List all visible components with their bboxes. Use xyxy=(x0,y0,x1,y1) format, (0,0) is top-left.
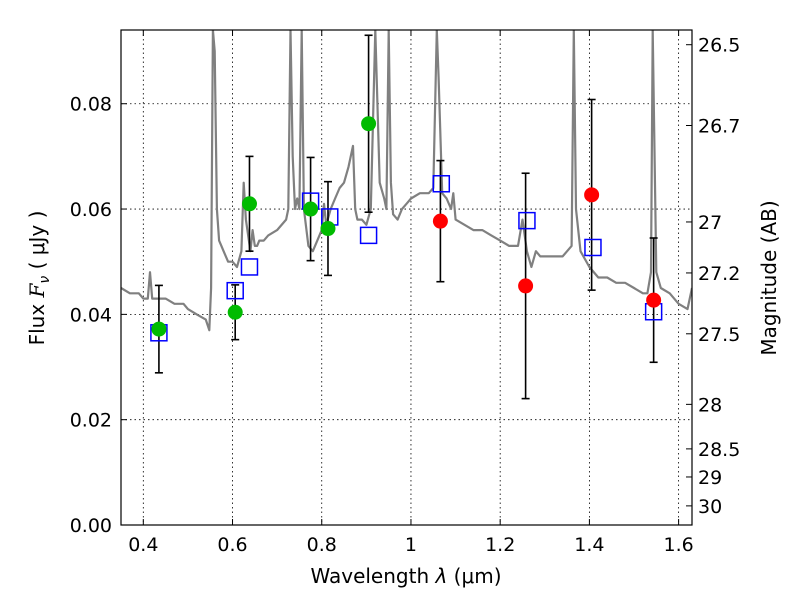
x-tick-label: 1.2 xyxy=(485,534,515,556)
observed-point-green xyxy=(241,196,257,212)
observed-point-green xyxy=(227,304,243,320)
x-tick-label: 0.6 xyxy=(217,534,247,556)
model-photometry-square xyxy=(518,211,536,230)
plot-frame xyxy=(120,29,693,526)
model-spectrum-line xyxy=(121,30,692,332)
y-tick-label: 0.08 xyxy=(70,94,112,116)
y-axis-ticks: 0.00 0.02 0.04 0.06 0.08 xyxy=(70,94,127,537)
magnitude-tick-label: 26.5 xyxy=(698,35,740,57)
y-tick-label: 0.02 xyxy=(70,410,112,432)
observed-point-green xyxy=(320,221,336,237)
magnitude-tick-label: 26.7 xyxy=(698,116,740,138)
observed-point-red xyxy=(646,292,662,308)
x-tick-label: 1.4 xyxy=(574,534,604,556)
observed-point-red xyxy=(432,213,448,229)
magnitude-tick-label: 30 xyxy=(698,496,722,518)
magnitude-tick-label: 27 xyxy=(698,212,722,234)
x-tick-label: 0.4 xyxy=(128,534,158,556)
observed-points xyxy=(151,116,662,337)
magnitude-tick-label: 27.2 xyxy=(698,263,740,285)
x-axis-title: Wavelength λ (μm) xyxy=(310,564,501,588)
model-photometry-square xyxy=(240,258,259,276)
model-photometry-square xyxy=(359,226,378,245)
observed-point-green xyxy=(151,321,167,337)
magnitude-tick-label: 27.5 xyxy=(698,324,740,346)
magnitude-tick-label: 28 xyxy=(698,394,722,416)
x-axis-ticks: 0.4 0.6 0.8 1 1.2 1.4 1.6 xyxy=(128,30,694,556)
model-photometry-square xyxy=(584,238,602,257)
observed-point-red xyxy=(584,187,600,203)
magnitude-tick-label: 28.5 xyxy=(698,439,740,461)
x-tick-label: 0.8 xyxy=(307,534,337,556)
x-tick-label: 1.6 xyxy=(664,534,694,556)
y-axis-title: Flux Fν ( μJy ) xyxy=(25,211,53,346)
y-tick-label: 0.04 xyxy=(70,304,112,326)
magnitude-tick-label: 29 xyxy=(698,467,722,489)
magnitude-axis-ticks: 26.5 26.7 27 27.2 27.5 28 28.5 29 30 xyxy=(686,35,740,518)
y-tick-label: 0.06 xyxy=(70,199,112,221)
model-photometry-square xyxy=(432,175,451,193)
observed-point-red xyxy=(518,278,534,294)
observed-point-green xyxy=(361,116,377,132)
model-photometry-square xyxy=(226,281,244,300)
x-tick-label: 1 xyxy=(405,534,417,556)
y-tick-label: 0.00 xyxy=(70,515,112,537)
observed-point-green xyxy=(303,201,319,217)
magnitude-axis-title: Magnitude (AB) xyxy=(757,200,781,355)
